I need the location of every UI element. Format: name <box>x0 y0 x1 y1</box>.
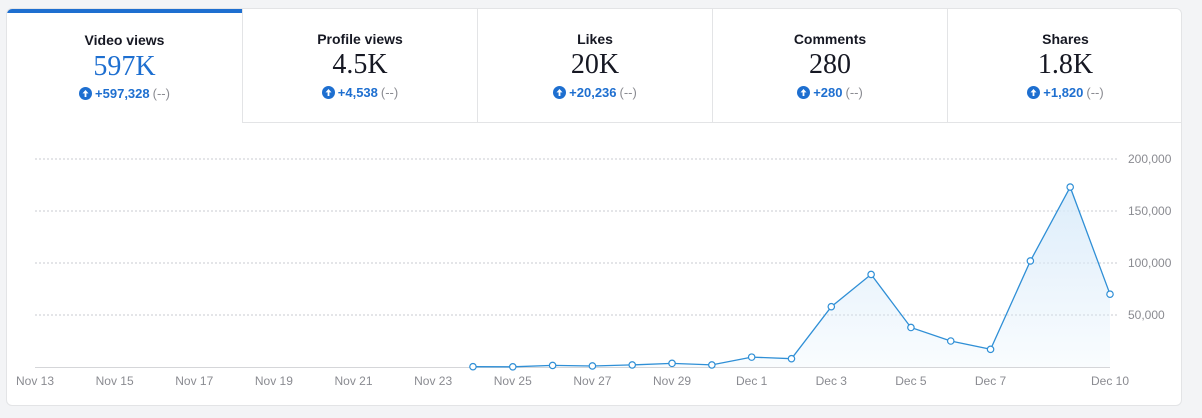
data-point <box>508 362 517 371</box>
metric-label: Comments <box>793 31 867 47</box>
data-point <box>1066 183 1074 191</box>
x-tick-label: Nov 25 <box>494 374 532 388</box>
x-tick-label: Nov 21 <box>335 374 373 388</box>
metric-tabs: Video views 597K +597,328 (--) Profile views… <box>7 9 1181 123</box>
video-views-chart: 50,000 100,000 150,000 200,000 Nov 13 Nov 15 N… <box>16 152 1172 388</box>
x-tick-label: Nov 23 <box>414 374 452 388</box>
arrow-up-circle-icon <box>321 86 335 99</box>
tab-profile-views[interactable]: Profile views 4.5K +4,538 (--) <box>242 9 477 123</box>
x-tick-label: Nov 29 <box>653 374 691 388</box>
metric-delta: +597,328 <box>95 86 150 101</box>
metric-delta: +20,236 <box>569 85 617 100</box>
y-tick-label: 50,000 <box>1128 308 1165 322</box>
tab-comments[interactable]: Comments 280 +280 (--) <box>712 9 947 123</box>
arrow-up-circle-icon <box>79 87 93 100</box>
data-point <box>668 359 676 368</box>
x-tick-label: Nov 27 <box>573 374 611 388</box>
data-point <box>708 361 716 369</box>
data-point <box>747 353 756 361</box>
x-tick-label: Dec 3 <box>816 374 848 388</box>
tab-shares[interactable]: Shares 1.8K +1,820 (--) <box>947 9 1181 123</box>
metric-value: 597K <box>93 51 156 82</box>
metric-delta: +4,538 <box>337 85 378 100</box>
metric-change: +280 (--) <box>713 85 947 100</box>
analytics-card: Video views 597K +597,328 (--) Profile views… <box>6 8 1182 406</box>
metric-previous: (--) <box>152 86 170 101</box>
metric-previous: (--) <box>380 85 399 100</box>
metric-label: Likes <box>577 31 613 47</box>
data-point <box>787 354 796 363</box>
metric-delta: +1,820 <box>1043 85 1084 100</box>
metric-previous: (--) <box>619 85 637 100</box>
data-point <box>946 337 955 345</box>
x-tick-label: Dec 5 <box>895 374 927 388</box>
data-point <box>628 361 637 369</box>
metric-change: +4,538 (--) <box>243 85 477 100</box>
metric-delta: +280 <box>813 85 843 100</box>
data-point <box>588 362 597 370</box>
metric-previous: (--) <box>1086 85 1104 100</box>
metric-change: +20,236 (--) <box>478 85 712 100</box>
arrow-up-circle-icon <box>797 86 811 99</box>
arrow-up-circle-icon <box>1027 86 1041 99</box>
metric-change: +1,820 (--) <box>948 85 1181 100</box>
data-point <box>1026 257 1035 265</box>
data-point <box>827 302 836 311</box>
metric-value: 1.8K <box>1037 49 1094 80</box>
y-tick-label: 150,000 <box>1128 204 1172 218</box>
data-point <box>548 361 557 370</box>
x-tick-label: Nov 17 <box>175 374 213 388</box>
tab-likes[interactable]: Likes 20K +20,236 (--) <box>477 9 712 123</box>
chart-area: 50,000 100,000 150,000 200,000 Nov 13 Nov 15 N… <box>7 123 1181 405</box>
x-tick-label: Nov 15 <box>96 374 134 388</box>
arrow-up-circle-icon <box>553 86 567 99</box>
metric-label: Video views <box>84 32 165 48</box>
x-tick-label: Nov 13 <box>16 374 54 388</box>
metric-change: +597,328 (--) <box>7 86 242 101</box>
data-point <box>986 345 995 354</box>
data-point <box>1106 290 1114 299</box>
x-tick-label: Nov 19 <box>255 374 293 388</box>
metric-value: 280 <box>809 49 851 80</box>
metric-label: Shares <box>1042 31 1089 47</box>
data-point <box>469 362 477 371</box>
data-point <box>867 270 875 279</box>
y-tick-label: 100,000 <box>1128 256 1172 270</box>
metric-label: Profile views <box>317 31 403 47</box>
x-tick-label: Dec 10 <box>1091 374 1129 388</box>
metric-value: 4.5K <box>332 49 388 80</box>
tab-video-views[interactable]: Video views 597K +597,328 (--) <box>7 9 242 123</box>
data-point <box>907 323 915 332</box>
x-tick-label: Dec 7 <box>975 374 1007 388</box>
y-tick-label: 200,000 <box>1128 152 1172 166</box>
metric-previous: (--) <box>845 85 863 100</box>
metric-value: 20K <box>570 49 620 80</box>
x-tick-label: Dec 1 <box>736 374 768 388</box>
area-fill <box>473 187 1110 367</box>
